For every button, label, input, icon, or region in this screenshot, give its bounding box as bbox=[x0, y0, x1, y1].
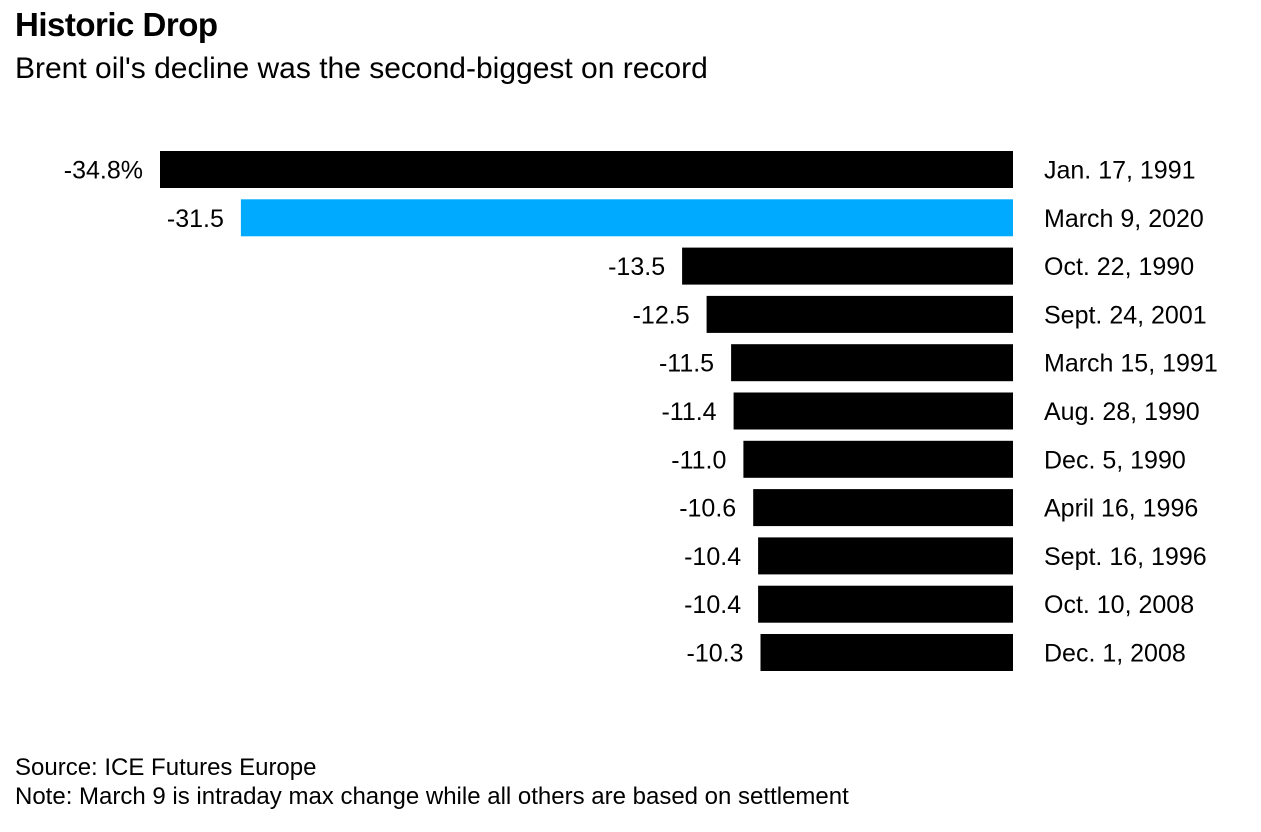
value-label: -10.4 bbox=[684, 591, 741, 619]
value-label: -10.6 bbox=[679, 495, 736, 523]
category-label: March 15, 1991 bbox=[1044, 350, 1218, 378]
bar bbox=[733, 392, 1013, 430]
value-label: -11.4 bbox=[661, 398, 716, 426]
category-label: April 16, 1996 bbox=[1044, 495, 1198, 523]
value-label: -11.0 bbox=[671, 446, 726, 474]
bar bbox=[760, 634, 1013, 671]
value-label: -34.8% bbox=[64, 157, 143, 185]
bar bbox=[240, 199, 1013, 237]
value-label: -11.5 bbox=[659, 350, 714, 378]
bar bbox=[682, 247, 1013, 285]
category-label: Jan. 17, 1991 bbox=[1044, 157, 1196, 185]
chart-title: Historic Drop bbox=[15, 6, 218, 43]
category-label: Oct. 10, 2008 bbox=[1044, 591, 1194, 619]
chart-subtitle: Brent oil's decline was the second-bigge… bbox=[15, 52, 708, 85]
category-label: Sept. 24, 2001 bbox=[1044, 301, 1207, 329]
source-note: Source: ICE Futures Europe bbox=[15, 754, 317, 781]
bar bbox=[758, 585, 1013, 623]
category-label: March 9, 2020 bbox=[1044, 205, 1204, 233]
bar bbox=[731, 344, 1013, 382]
category-label: Dec. 5, 1990 bbox=[1044, 446, 1186, 474]
bar bbox=[706, 295, 1013, 333]
category-label: Oct. 22, 1990 bbox=[1044, 253, 1194, 281]
value-label: -10.4 bbox=[684, 543, 741, 571]
value-label: -10.3 bbox=[687, 640, 744, 668]
value-label: -31.5 bbox=[167, 205, 224, 233]
bar bbox=[753, 489, 1013, 527]
category-label: Aug. 28, 1990 bbox=[1044, 398, 1200, 426]
value-label: -12.5 bbox=[633, 301, 690, 329]
bar bbox=[743, 440, 1013, 478]
category-label: Dec. 1, 2008 bbox=[1044, 640, 1186, 668]
value-label: -13.5 bbox=[608, 253, 665, 281]
category-label: Sept. 16, 1996 bbox=[1044, 543, 1207, 571]
bar-chart: -34.8% Jan. 17, 1991 -31.5 March 9, 2020 -13… bbox=[64, 151, 1218, 671]
footnote: Note: March 9 is intraday max change whi… bbox=[15, 783, 849, 810]
bar bbox=[758, 537, 1013, 575]
bar bbox=[160, 151, 1013, 188]
